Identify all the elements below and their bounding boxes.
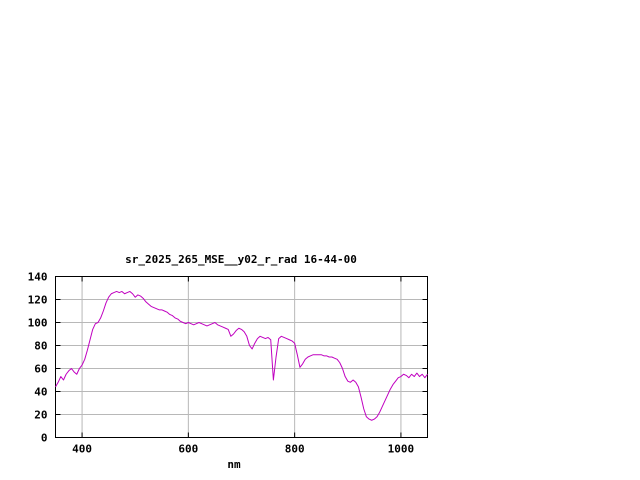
y-tick-label: 100: [28, 317, 48, 330]
x-tick-label: 400: [72, 443, 92, 456]
y-tick-label: 60: [34, 363, 47, 376]
y-tick-label: 20: [34, 409, 47, 422]
x-axis-label: nm: [227, 458, 241, 471]
y-tick-label: 0: [41, 432, 48, 445]
x-tick-label: 600: [178, 443, 198, 456]
x-tick-label: 1000: [388, 443, 415, 456]
data-line: [55, 290, 428, 421]
y-tick-label: 120: [28, 294, 48, 307]
plot-border: [55, 276, 428, 438]
plot-layer: 400 600 800 1000 0 20 40 60 80 100 120 140: [28, 271, 428, 456]
chart-title: sr_2025_265_MSE__y02_r_rad 16-44-00: [125, 253, 357, 266]
y-tick-label: 140: [28, 271, 48, 284]
y-tick-label: 40: [34, 386, 47, 399]
y-tick-label: 80: [34, 340, 47, 353]
x-tick-label: 800: [285, 443, 305, 456]
